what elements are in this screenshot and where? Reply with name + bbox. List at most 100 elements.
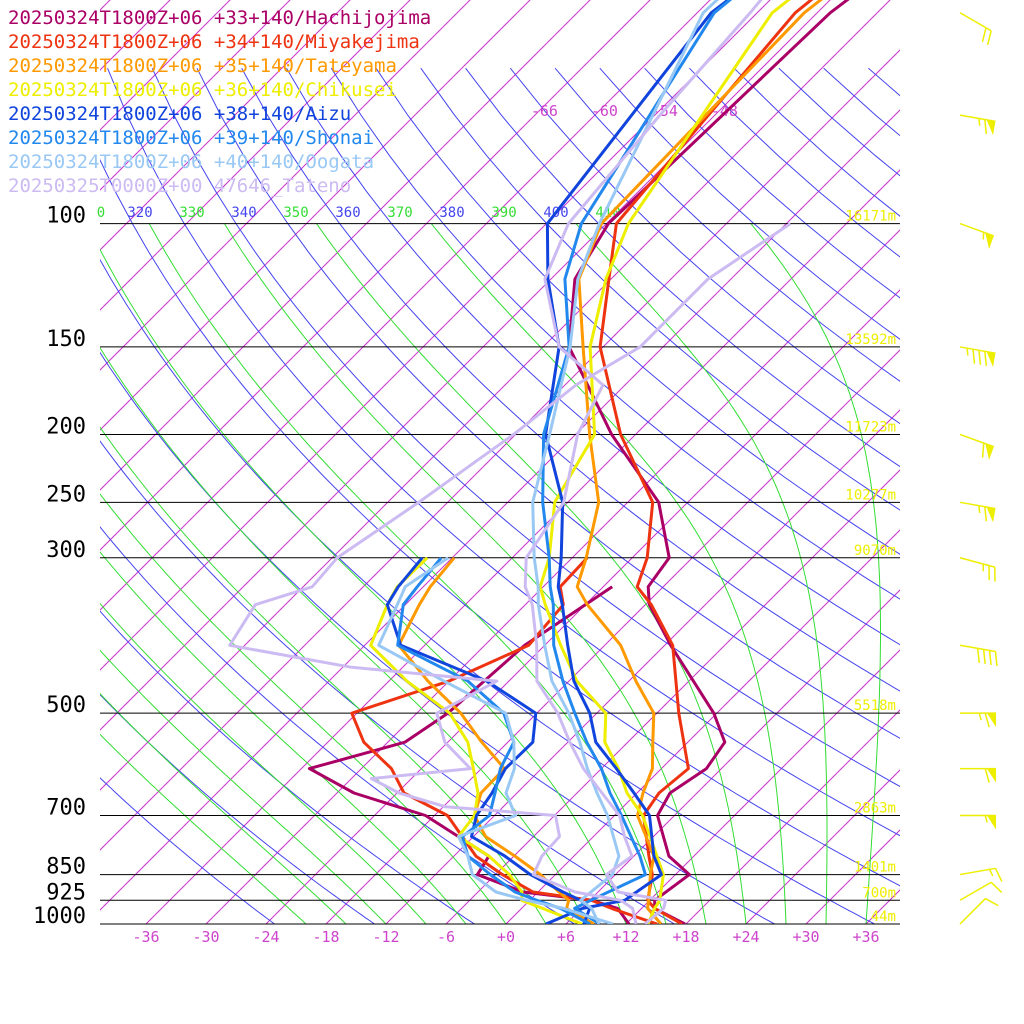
wind-barb (959, 433, 995, 460)
temperature-tick-label: -18 (312, 928, 339, 946)
legend-entry: 20250324T1800Z+06 +40+140/Oogata (8, 151, 374, 173)
barb-feather (994, 651, 998, 667)
temperature-profile-line (531, 0, 720, 924)
barb-pennant (987, 815, 996, 830)
wind-barb (959, 897, 999, 925)
pressure-label: 150 (46, 327, 86, 352)
barb-staff (959, 898, 986, 925)
height-label: 13592m (845, 332, 896, 348)
legend-entry: 20250324T1800Z+06 +35+140/Tateyama (8, 55, 397, 77)
barb-feather (985, 897, 999, 907)
barb-staff (959, 433, 995, 448)
top-temperature-label: -66 (531, 102, 558, 120)
pressure-label: 1000 (33, 904, 86, 929)
dry-adiabat-line (100, 158, 900, 887)
barb-pennant (986, 119, 996, 136)
isotherm-line (986, 0, 1024, 924)
height-label: 16171m (845, 209, 896, 225)
barb-feather (988, 650, 992, 666)
wind-barb (959, 501, 996, 523)
legend-entry: 20250324T1800Z+06 +33+140/Hachijojima (8, 7, 431, 29)
dewpoint-profile-line (377, 556, 614, 924)
height-label: 44m (871, 909, 896, 925)
pressure-label: 850 (46, 855, 86, 880)
dry-adiabat-lines (100, 67, 900, 924)
temperature-profile-line (541, 0, 733, 924)
dry-adiabat-line (375, 67, 900, 555)
theta-label: 370 (387, 205, 412, 221)
temperature-profile-line (544, 0, 731, 924)
temperature-tick-label: -24 (252, 928, 279, 946)
sounding-series (228, 0, 850, 924)
temperature-tick-label: +12 (612, 928, 639, 946)
dewpoint-profile-line (385, 556, 592, 924)
height-label: 1401m (854, 860, 896, 876)
legend: 20250324T1800Z+06 +33+140/Hachijojima202… (8, 7, 431, 197)
pressure-label: 250 (46, 482, 86, 507)
height-labels: 16171m 13592m 11723m 10277m 9070m 5518m 2863m 1… (845, 209, 896, 925)
dry-adiabat-line (100, 351, 776, 924)
wind-barb (959, 644, 998, 667)
theta-label: 340 (231, 205, 256, 221)
pressure-label: 300 (46, 538, 86, 563)
temperature-tick-label: +18 (672, 928, 699, 946)
legend-entry: 20250324T1800Z+06 +39+140/Shonai (8, 127, 374, 149)
barb-feather (981, 27, 987, 43)
theta-label: 390 (491, 205, 516, 221)
dry-adiabat-line (330, 67, 900, 600)
barb-feather (978, 350, 982, 365)
wind-barb (959, 346, 996, 367)
barb-staff (959, 501, 996, 510)
legend-entry: 20250325T0000Z+00 47646_Tateno (8, 175, 351, 197)
isotherm-line (926, 0, 1024, 924)
height-label: 700m (862, 885, 896, 901)
dry-adiabat-line (241, 67, 900, 692)
temperature-tick-label: +24 (732, 928, 759, 946)
barb-half-feather (984, 815, 988, 823)
barb-staff (959, 881, 992, 901)
dry-adiabat-line (100, 526, 576, 924)
wind-barb (959, 12, 992, 46)
barb-half-feather (978, 505, 981, 513)
legend-entry: 20250324T1800Z+06 +34+140/Miyakejima (8, 31, 420, 53)
pressure-label: 500 (46, 693, 86, 718)
barb-pennant (985, 232, 994, 250)
wind-barb (959, 867, 1003, 882)
temperature-tick-label: -6 (437, 928, 455, 946)
barb-feather (984, 351, 988, 366)
dry-adiabat-line (286, 67, 900, 646)
dry-adiabat-line (778, 67, 900, 177)
barb-pennant (987, 713, 996, 728)
dry-adiabat-line (100, 610, 476, 924)
barb-staff (959, 346, 996, 354)
temperature-profile-line (538, 0, 791, 924)
temperature-tick-label: +6 (557, 928, 575, 946)
barb-feather (972, 349, 976, 364)
pressure-label: 925 (46, 880, 86, 905)
dry-adiabat-line (420, 67, 900, 511)
barb-staff (959, 114, 996, 123)
height-label: 5518m (854, 698, 896, 714)
isotherm-line (565, 589, 900, 924)
temperature-tick-labels: -36 -30 -24 -18 -12 -6 +0 +6 +12 +18 +24 +30 +36 (132, 928, 879, 946)
dry-adiabat-line (100, 777, 276, 924)
isotherm-line (805, 829, 900, 924)
temperature-tick-label: +30 (792, 928, 819, 946)
temperature-tick-label: +0 (497, 928, 515, 946)
isotherm-line (865, 889, 900, 924)
legend-entry: 20250324T1800Z+06 +38+140/Aizu (8, 103, 351, 125)
isotherm-line (325, 349, 900, 924)
barb-feather (984, 768, 990, 783)
barb-half-feather (966, 348, 969, 356)
barb-feather (994, 867, 1003, 882)
barb-half-feather (978, 118, 981, 126)
theta-label: 360 (335, 205, 360, 221)
temperature-tick-label: -30 (192, 928, 219, 946)
theta-label: 330 (179, 205, 204, 221)
barb-pennant (985, 443, 994, 460)
dry-adiabat-line (107, 68, 900, 837)
temperature-tick-label: -12 (372, 928, 399, 946)
isotherm-line (385, 409, 900, 924)
wind-barb (959, 114, 996, 136)
